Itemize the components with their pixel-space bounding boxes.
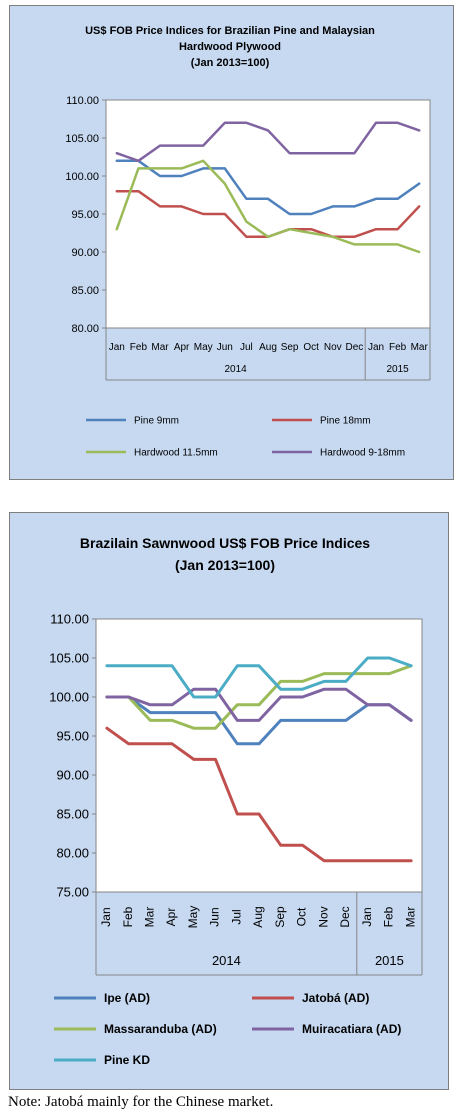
plywood-chart-svg: US$ FOB Price Indices for Brazilian Pine…: [65, 25, 431, 459]
y-tick-label: 90.00: [56, 768, 89, 783]
series-line: [105, 656, 413, 699]
y-tick-label: 100.00: [65, 171, 99, 183]
y-tick-label: 95.00: [71, 209, 99, 221]
x-tick-label: Oct: [295, 907, 309, 926]
series-line: [115, 159, 421, 216]
x-tick-label: Jan: [99, 907, 113, 926]
x-tick-label: Mar: [411, 342, 429, 353]
x-tick-label: Mar: [151, 342, 169, 353]
x-tick-label: Nov: [324, 342, 342, 353]
x-group-label: 2015: [375, 953, 404, 968]
x-tick-label: Jun: [208, 907, 222, 926]
x-tick-label: Jun: [217, 342, 233, 353]
x-tick-label: Feb: [382, 906, 396, 927]
x-tick-label: Apr: [174, 342, 190, 353]
chart-title-line: (Jan 2013=100): [191, 57, 270, 69]
legend-label: Ipe (AD): [104, 991, 150, 1005]
x-tick-label: Feb: [121, 906, 135, 927]
y-tick-label: 90.00: [71, 247, 99, 259]
x-tick-label: Feb: [389, 342, 407, 353]
sawnwood-chart-svg: Brazilain Sawnwood US$ FOB Price Indices…: [49, 535, 423, 1067]
x-tick-label: Nov: [316, 906, 330, 927]
y-tick-label: 75.00: [56, 885, 89, 900]
x-group-label: 2014: [212, 953, 241, 968]
x-tick-label: Mar: [403, 907, 417, 928]
y-tick-label: 100.00: [49, 690, 89, 705]
plot-area: [95, 618, 423, 893]
y-tick-label: 80.00: [71, 323, 99, 335]
plot-area: [105, 99, 431, 329]
chart-title-line: (Jan 2013=100): [175, 557, 275, 573]
y-tick-label: 105.00: [49, 651, 89, 666]
y-tick-label: 105.00: [65, 133, 99, 145]
series-line: [105, 695, 413, 746]
y-tick-label: 110.00: [50, 612, 89, 627]
x-tick-label: May: [194, 342, 213, 353]
series-line: [105, 664, 413, 730]
y-tick-label: 85.00: [71, 285, 99, 297]
x-tick-label: Sep: [281, 342, 299, 353]
x-tick-label: Jan: [368, 342, 384, 353]
legend-label: Muiracatiara (AD): [302, 1022, 401, 1036]
x-tick-label: Sep: [273, 906, 287, 928]
chart-title-line: Brazilain Sawnwood US$ FOB Price Indices: [80, 535, 370, 551]
chart-title-line: US$ FOB Price Indices for Brazilian Pine…: [85, 25, 375, 37]
legend-label: Hardwood 11.5mm: [134, 448, 218, 459]
x-tick-label: Dec: [346, 342, 364, 353]
x-tick-label: Jul: [229, 909, 243, 924]
x-tick-label: Jan: [109, 342, 125, 353]
x-tick-label: Oct: [303, 342, 319, 353]
legend-label: Pine 9mm: [134, 416, 179, 427]
series-line: [105, 726, 413, 863]
series-line: [115, 159, 421, 254]
legend-label: Pine KD: [104, 1053, 150, 1067]
x-tick-label: Aug: [259, 342, 277, 353]
plywood-price-chart: US$ FOB Price Indices for Brazilian Pine…: [9, 5, 454, 480]
x-tick-label: Dec: [338, 906, 352, 927]
x-tick-label: Jul: [240, 342, 253, 353]
sawnwood-price-chart: Brazilain Sawnwood US$ FOB Price Indices…: [9, 512, 449, 1090]
series-line: [105, 687, 413, 722]
series-line: [115, 121, 421, 163]
x-tick-label: Aug: [251, 906, 265, 927]
legend-label: Jatobá (AD): [302, 991, 369, 1005]
y-tick-label: 80.00: [56, 846, 89, 861]
legend-label: Massaranduba (AD): [104, 1022, 217, 1036]
footnote: Note: Jatobá mainly for the Chinese mark…: [8, 1094, 274, 1110]
x-tick-label: Mar: [143, 907, 157, 928]
x-tick-label: May: [186, 906, 200, 929]
x-tick-label: Apr: [164, 908, 178, 927]
y-tick-label: 95.00: [56, 729, 89, 744]
chart-title-line: Hardwood Plywood: [179, 41, 281, 53]
x-tick-label: Feb: [130, 342, 148, 353]
legend-label: Pine 18mm: [320, 416, 371, 427]
x-group-label: 2015: [386, 364, 409, 375]
legend-label: Hardwood 9-18mm: [320, 448, 405, 459]
y-tick-label: 110.00: [66, 95, 99, 107]
x-group-label: 2014: [224, 364, 247, 375]
x-tick-label: Jan: [360, 907, 374, 926]
y-tick-label: 85.00: [56, 807, 89, 822]
